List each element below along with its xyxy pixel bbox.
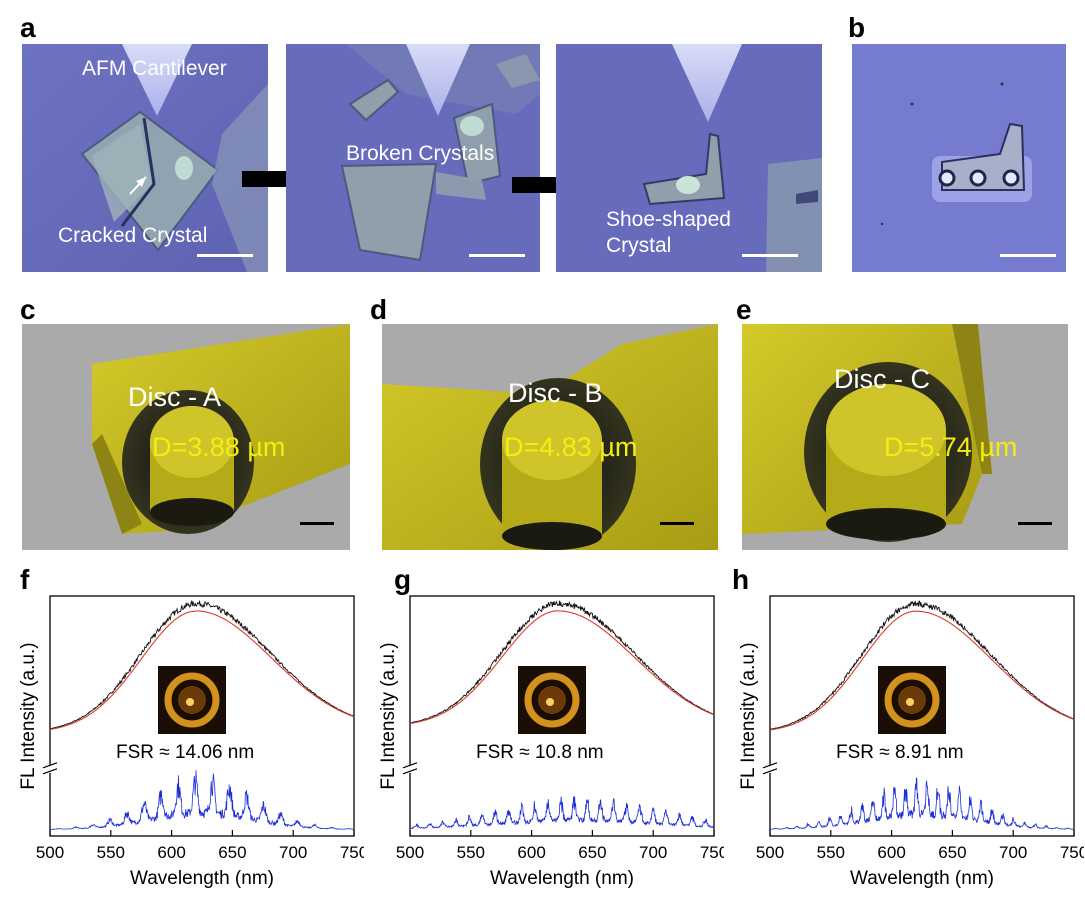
panel-letter-b: b: [848, 12, 866, 43]
label-disc-c: Disc - C: [834, 364, 930, 394]
wgm-spectrum-line: [409, 796, 714, 829]
x-tick-label: 650: [938, 843, 966, 862]
x-tick-label: 550: [97, 843, 125, 862]
fit-spectrum-line: [409, 610, 715, 725]
axis-break: [404, 764, 416, 773]
optical-image-shoe-shaped-drawing: [556, 44, 822, 272]
scale-bar: [1000, 254, 1056, 257]
x-tick-label: 550: [817, 843, 845, 862]
x-tick-label: 650: [578, 843, 606, 862]
x-tick-label: 600: [517, 843, 545, 862]
raw-spectrum-line: [769, 600, 1075, 731]
x-tick-label: 550: [457, 843, 485, 862]
x-tick-label: 500: [396, 843, 424, 862]
optical-image-shoe-shaped: Shoe-shaped Crystal: [556, 44, 822, 272]
label-broken-crystals: Broken Crystals: [346, 142, 495, 165]
x-tick-label: 650: [218, 843, 246, 862]
sem-image-disc-c: Disc - C D=5.74 µm: [742, 324, 1068, 550]
x-tick-label: 500: [36, 843, 64, 862]
fluorescence-ring: [164, 672, 220, 728]
panel-letter-f: f: [20, 564, 30, 595]
panel-letter-a: a: [20, 12, 36, 43]
axis-break: [44, 764, 56, 773]
panel-letter-h: h: [732, 564, 750, 595]
optical-image-broken: Broken Crystals: [286, 44, 540, 272]
scale-bar: [742, 254, 798, 257]
scale-bar: [197, 254, 253, 257]
panel-letter-d: d: [370, 294, 388, 325]
axis-break-mark: [42, 768, 58, 775]
panel-letter-e: e: [736, 294, 752, 325]
optical-image-discs-drawing: [852, 44, 1066, 272]
x-tick-label: 750: [700, 843, 724, 862]
x-tick-label: 600: [157, 843, 185, 862]
fluorescence-spot: [546, 698, 554, 706]
x-axis-label: Wavelength (nm): [130, 868, 274, 889]
fit-spectrum-line: [49, 610, 355, 731]
optical-image-discs: [852, 44, 1066, 272]
label-diameter-b: D=4.83 µm: [504, 432, 638, 462]
fl-spectrum-chart-h: FSR ≈ 8.91 nm 500 550 600 650 700 750 Wavelengt…: [738, 595, 1084, 889]
scale-bar: [1018, 522, 1052, 525]
fsr-annotation: FSR ≈ 8.91 nm: [836, 742, 964, 763]
x-tick-label: 500: [756, 843, 784, 862]
plot-frame: [409, 595, 715, 837]
optical-image-cracked: AFM Cantilever Cracked Crystal: [22, 44, 268, 272]
sem-image-disc-b-drawing: [382, 324, 718, 550]
optical-image-cracked-drawing: [22, 44, 268, 272]
label-cracked-crystal: Cracked Crystal: [58, 224, 208, 247]
fsr-annotation: FSR ≈ 10.8 nm: [476, 742, 604, 763]
label-shoe-shaped: Shoe-shaped: [606, 208, 731, 231]
x-tick-label: 600: [877, 843, 905, 862]
optical-image-broken-drawing: [286, 44, 540, 272]
fluorescence-spot: [906, 698, 914, 706]
wgm-spectrum-line: [770, 777, 1074, 830]
fit-spectrum-line: [769, 610, 1075, 731]
axis-break-mark: [762, 762, 778, 769]
panel-letter-g: g: [394, 564, 412, 595]
sem-image-disc-c-drawing: [742, 324, 1068, 550]
scale-bar: [469, 254, 525, 257]
sem-image-disc-a-drawing: [22, 324, 350, 550]
label-disc-b: Disc - B: [508, 378, 603, 408]
axis-break: [764, 764, 776, 773]
x-axis-label: Wavelength (nm): [850, 868, 994, 889]
fluorescence-ring: [524, 672, 580, 728]
sem-image-disc-b: Disc - B D=4.83 µm: [382, 324, 718, 550]
panel-letter-c: c: [20, 294, 36, 325]
fl-spectrum-chart-f: FSR ≈ 14.06 nm 500 550 600 650 700 750 Waveleng…: [18, 595, 364, 889]
x-tick-label: 700: [639, 843, 667, 862]
x-axis-label: Wavelength (nm): [490, 868, 634, 889]
label-afm-cantilever: AFM Cantilever: [82, 57, 227, 80]
plot-frame: [769, 595, 1075, 837]
fsr-annotation: FSR ≈ 14.06 nm: [116, 742, 254, 763]
y-axis-label: FL Intensity (a.u.): [738, 642, 759, 789]
x-tick-label: 750: [1060, 843, 1084, 862]
label-crystal: Crystal: [606, 234, 672, 257]
x-tick-label: 700: [999, 843, 1027, 862]
sem-image-disc-a: Disc - A D=3.88 µm: [22, 324, 350, 550]
axis-break-mark: [402, 762, 418, 769]
wgm-spectrum-line: [50, 770, 354, 830]
fluorescence-ring: [884, 672, 940, 728]
fluorescence-spot: [186, 698, 194, 706]
raw-spectrum-line: [409, 600, 715, 724]
axis-break-mark: [762, 768, 778, 775]
scale-bar: [300, 522, 334, 525]
raw-spectrum-line: [49, 599, 355, 730]
y-axis-label: FL Intensity (a.u.): [18, 642, 39, 789]
axis-break-mark: [42, 762, 58, 769]
fl-spectrum-chart-g: FSR ≈ 10.8 nm 500 550 600 650 700 750 Wavelengt…: [378, 595, 724, 889]
label-disc-a: Disc - A: [128, 382, 222, 412]
x-tick-label: 700: [279, 843, 307, 862]
y-axis-label: FL Intensity (a.u.): [378, 642, 399, 789]
scale-bar: [660, 522, 694, 525]
x-tick-label: 750: [340, 843, 364, 862]
label-diameter-a: D=3.88 µm: [152, 432, 286, 462]
axis-break-mark: [402, 768, 418, 775]
label-diameter-c: D=5.74 µm: [884, 432, 1018, 462]
